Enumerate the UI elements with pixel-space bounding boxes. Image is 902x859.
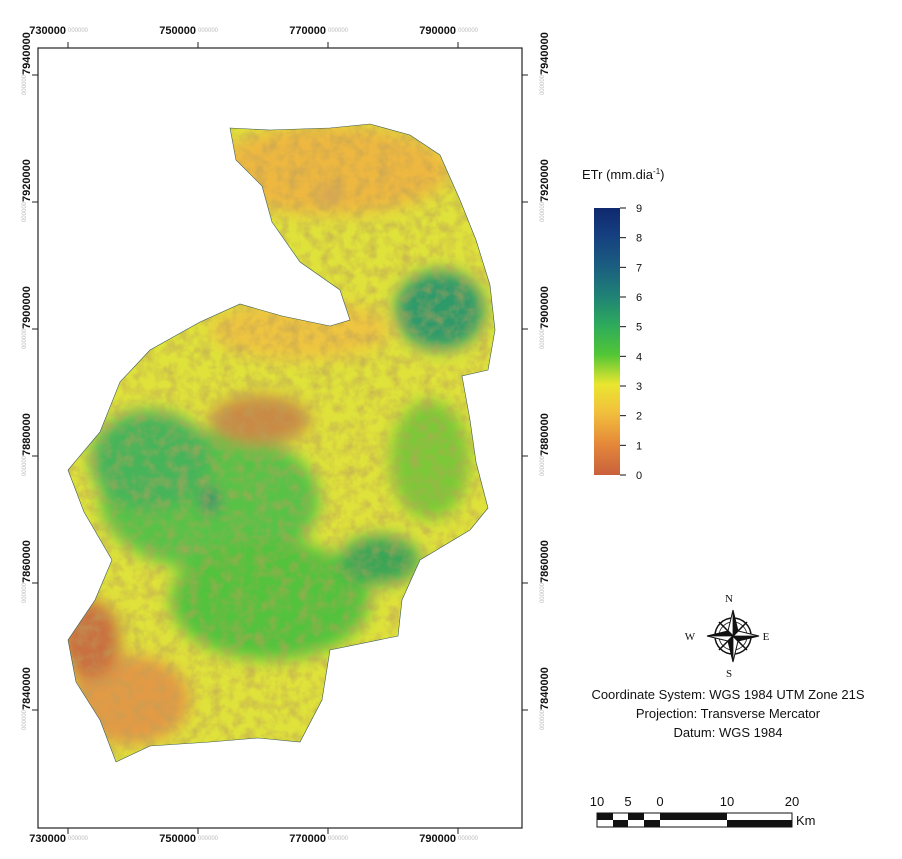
- northing-suffix: 000000: [22, 582, 28, 603]
- northing-suffix: 000000: [22, 709, 28, 730]
- projection: Projection: Transverse Mercator: [636, 706, 821, 721]
- easting-suffix: 000000: [458, 28, 479, 34]
- compass-west: W: [685, 631, 696, 643]
- northing-suffix: 000000: [540, 455, 546, 476]
- easting-label: 790000: [419, 833, 456, 845]
- legend-tick-label: 3: [636, 381, 642, 393]
- easting-suffix: 000000: [198, 28, 219, 34]
- legend-tick-label: 7: [636, 262, 642, 274]
- scale-label: 5: [624, 794, 631, 809]
- easting-suffix: 000000: [68, 836, 89, 842]
- northing-label: 7840000: [21, 667, 33, 710]
- northing-label: 7880000: [539, 413, 551, 456]
- legend-tick-label: 4: [636, 351, 642, 363]
- northing-label: 7900000: [539, 286, 551, 329]
- scale-label: 10: [720, 794, 734, 809]
- compass-east: E: [763, 631, 770, 643]
- legend-tick-label: 1: [636, 440, 642, 452]
- scale-label: 10: [590, 794, 604, 809]
- etr-raster: [68, 124, 495, 762]
- compass: [706, 609, 760, 663]
- northing-label: 7900000: [21, 286, 33, 329]
- easting-suffix: 000000: [68, 28, 89, 34]
- northing-label: 7860000: [21, 540, 33, 583]
- easting-label: 730000: [29, 25, 66, 37]
- easting-label: 790000: [419, 25, 456, 37]
- northing-label: 7940000: [21, 32, 33, 75]
- legend-tick-label: 2: [636, 411, 642, 423]
- easting-label: 750000: [159, 833, 196, 845]
- northing-suffix: 000000: [540, 709, 546, 730]
- northing-suffix: 000000: [540, 74, 546, 95]
- compass-north: N: [725, 593, 733, 605]
- scale-label: 0: [656, 794, 663, 809]
- easting-label: 770000: [289, 833, 326, 845]
- map-frame: [37, 47, 523, 829]
- northing-label: 7840000: [539, 667, 551, 710]
- northing-label: 7940000: [539, 32, 551, 75]
- northing-suffix: 000000: [22, 455, 28, 476]
- legend-tick-label: 8: [636, 233, 642, 245]
- northing-label: 7920000: [539, 159, 551, 202]
- easting-label: 770000: [289, 25, 326, 37]
- northing-suffix: 000000: [22, 74, 28, 95]
- easting-label: 750000: [159, 25, 196, 37]
- easting-suffix: 000000: [458, 836, 479, 842]
- northing-label: 7860000: [539, 540, 551, 583]
- legend-tick-label: 5: [636, 322, 642, 334]
- easting-suffix: 000000: [198, 836, 219, 842]
- northing-suffix: 000000: [22, 201, 28, 222]
- scale-label: 20: [785, 794, 799, 809]
- northing-suffix: 000000: [540, 582, 546, 603]
- northing-label: 7880000: [21, 413, 33, 456]
- northing-suffix: 000000: [540, 328, 546, 349]
- legend-tick-label: 6: [636, 292, 642, 304]
- scale-bar: [596, 812, 793, 828]
- legend-colorbar: [594, 208, 620, 475]
- coordinate-system: Coordinate System: WGS 1984 UTM Zone 21S: [591, 687, 864, 702]
- compass-south: S: [726, 668, 732, 680]
- easting-label: 730000: [29, 833, 66, 845]
- legend-title: ETr (mm.dia-1): [582, 167, 665, 182]
- northing-label: 7920000: [21, 159, 33, 202]
- legend-tick-label: 9: [636, 203, 642, 215]
- northing-suffix: 000000: [540, 201, 546, 222]
- easting-suffix: 000000: [328, 28, 349, 34]
- northing-suffix: 000000: [22, 328, 28, 349]
- scale-unit: Km: [796, 813, 816, 828]
- datum: Datum: WGS 1984: [673, 725, 782, 740]
- easting-suffix: 000000: [328, 836, 349, 842]
- legend-tick-label: 0: [636, 470, 642, 482]
